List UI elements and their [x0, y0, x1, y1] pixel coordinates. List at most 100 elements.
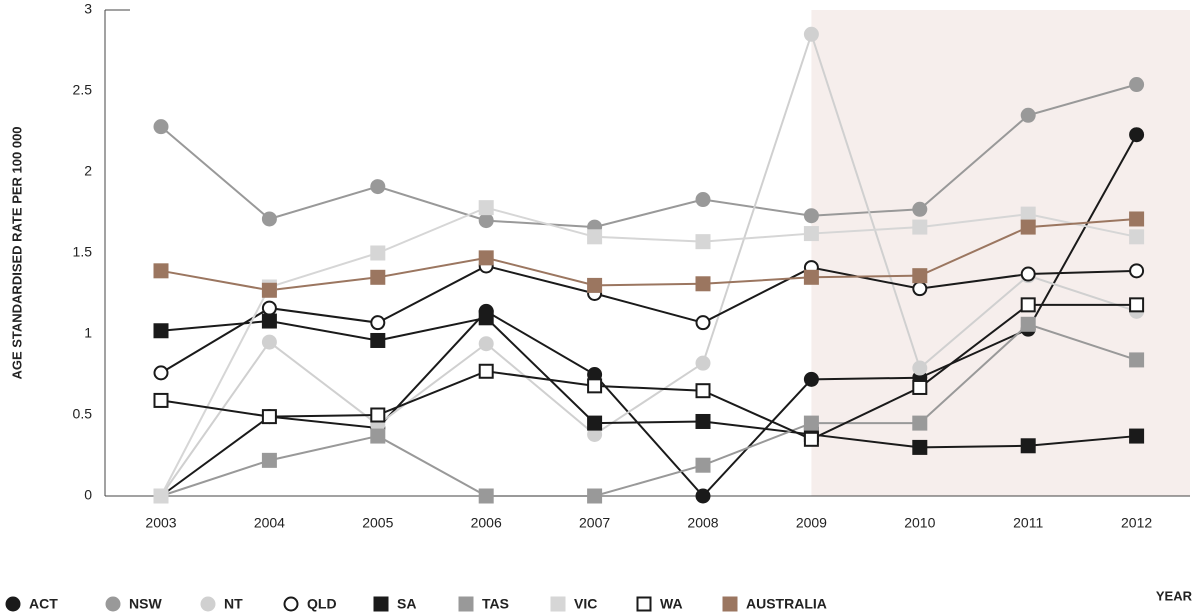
series-line [160, 83, 1137, 229]
y-axis-label: AGE STANDARDISED RATE PER 100 000 [9, 126, 24, 379]
marker [1129, 297, 1145, 313]
marker [1020, 297, 1036, 313]
marker [587, 378, 603, 394]
marker [695, 413, 711, 429]
marker [803, 371, 819, 387]
series-line [160, 316, 1137, 449]
marker [803, 431, 819, 447]
marker [695, 315, 711, 331]
marker [695, 192, 711, 208]
legend-label: NT [224, 596, 243, 612]
marker [1129, 229, 1145, 245]
marker [261, 313, 277, 329]
marker [478, 200, 494, 216]
marker [912, 268, 928, 284]
marker [153, 488, 169, 504]
marker [283, 596, 299, 612]
series-line [160, 264, 1137, 374]
series-line [160, 323, 1137, 497]
marker [370, 332, 386, 348]
legend-label: VIC [574, 596, 597, 612]
marker [1020, 438, 1036, 454]
marker [803, 208, 819, 224]
marker [695, 488, 711, 504]
series-line [160, 31, 1137, 497]
marker [587, 229, 603, 245]
marker [478, 363, 494, 379]
marker [587, 488, 603, 504]
series-line [160, 206, 1137, 497]
legend-label: WA [660, 596, 683, 612]
marker [803, 26, 819, 42]
marker [1129, 428, 1145, 444]
highlight-region [811, 10, 1190, 496]
marker [370, 315, 386, 331]
marker [1020, 316, 1036, 332]
marker [912, 379, 928, 395]
marker [912, 415, 928, 431]
marker [261, 334, 277, 350]
marker [912, 281, 928, 297]
legend-item: QLD [283, 596, 337, 612]
series-line [160, 217, 1137, 292]
marker [370, 245, 386, 261]
marker [153, 119, 169, 135]
marker [1129, 263, 1145, 279]
marker [261, 409, 277, 425]
marker [478, 310, 494, 326]
marker [587, 415, 603, 431]
marker [153, 263, 169, 279]
y-tick-label: 0.5 [73, 406, 93, 422]
legend-item: ACT [5, 596, 58, 612]
y-tick-label: 1.5 [73, 244, 93, 260]
marker [370, 407, 386, 423]
marker [587, 277, 603, 293]
marker [261, 211, 277, 227]
marker [373, 596, 389, 612]
x-tick-label: 2004 [254, 515, 285, 531]
x-tick-label: 2007 [579, 515, 610, 531]
legend-item: TAS [458, 596, 509, 612]
x-tick-label: 2011 [1013, 515, 1043, 531]
legend-label: QLD [307, 596, 337, 612]
marker [587, 367, 603, 382]
marker [1020, 266, 1036, 282]
marker [153, 392, 169, 408]
y-tick-label: 2 [84, 163, 92, 179]
x-tick-label: 2012 [1121, 515, 1152, 531]
marker [5, 596, 21, 612]
marker [636, 596, 652, 612]
marker [478, 250, 494, 266]
marker [1020, 206, 1036, 222]
legend-item: NT [200, 596, 243, 612]
marker [695, 457, 711, 473]
marker [803, 269, 819, 285]
marker [478, 488, 494, 504]
x-axis-label: YEAR [1156, 588, 1193, 603]
marker [587, 426, 603, 442]
marker [1129, 352, 1145, 368]
marker [550, 596, 566, 612]
y-tick-label: 2.5 [73, 82, 93, 98]
marker [803, 226, 819, 242]
legend-item: AUSTRALIA [722, 596, 827, 612]
marker [912, 439, 928, 455]
x-tick-label: 2006 [471, 515, 502, 531]
marker [261, 282, 277, 298]
legend-item: SA [373, 596, 416, 612]
legend-item: VIC [550, 596, 597, 612]
marker [1020, 219, 1036, 235]
y-tick-label: 0 [84, 487, 92, 503]
x-tick-label: 2009 [796, 515, 827, 531]
marker [370, 428, 386, 444]
marker [695, 234, 711, 250]
marker [1129, 77, 1145, 93]
marker [912, 219, 928, 235]
marker [153, 365, 169, 381]
legend-label: TAS [482, 596, 509, 612]
marker [370, 269, 386, 285]
marker [803, 415, 819, 431]
marker [1020, 107, 1036, 123]
marker [695, 355, 711, 371]
